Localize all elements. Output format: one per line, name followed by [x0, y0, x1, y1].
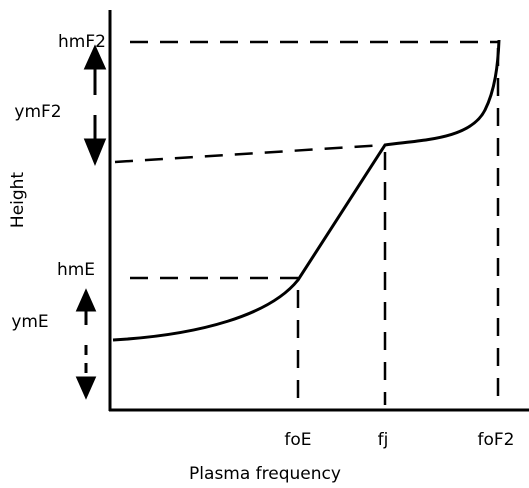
- arrows: [75, 44, 107, 400]
- x-label: foF2: [478, 430, 515, 450]
- ymf2-dash: [114, 143, 386, 164]
- y-label: hmF2: [58, 32, 106, 52]
- x-label: fj: [378, 430, 389, 450]
- x-axis-title: Plasma frequency: [189, 464, 341, 484]
- y-label: ymE: [11, 312, 48, 332]
- profile-curve: [112, 39, 501, 342]
- y-axis-title: Height: [8, 172, 28, 229]
- y-label: ymF2: [14, 102, 61, 122]
- x-label: foE: [284, 430, 311, 450]
- y-label: hmE: [57, 260, 95, 280]
